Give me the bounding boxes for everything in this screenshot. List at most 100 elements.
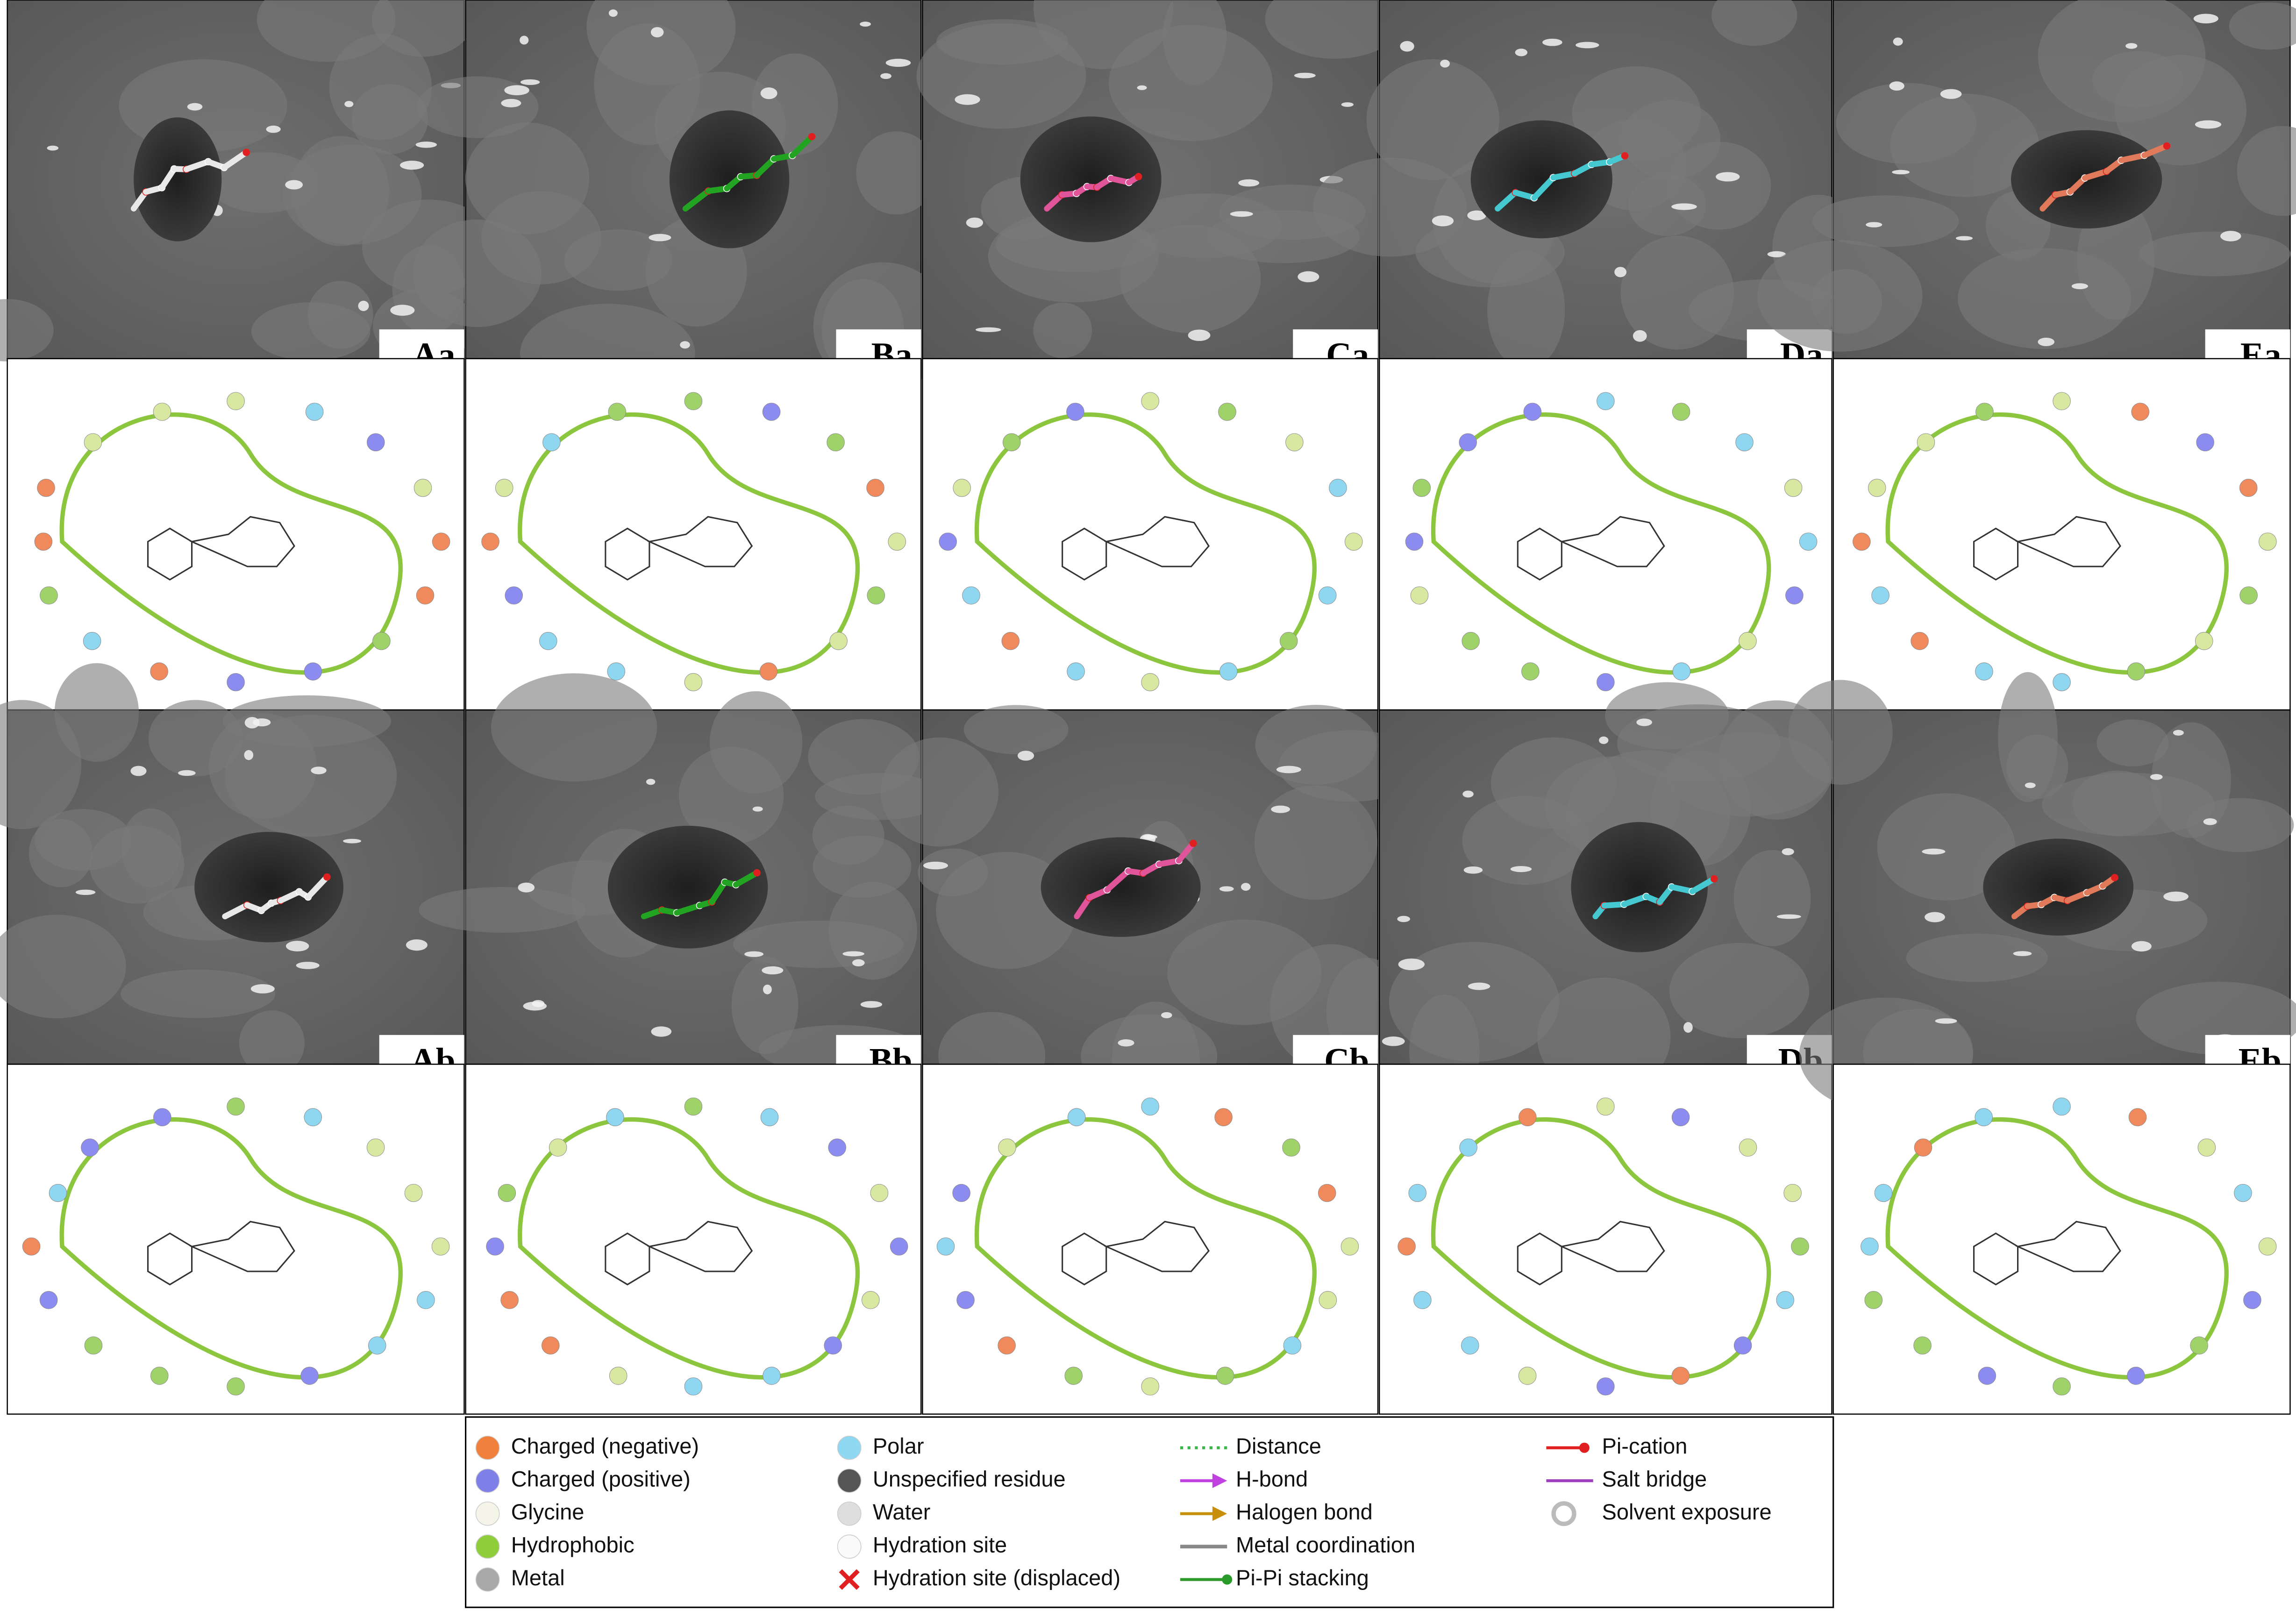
surface-lobe: [2006, 734, 2068, 799]
residue: [2197, 1138, 2216, 1157]
surface-highlight: [178, 770, 196, 776]
surface-highlight: [1515, 49, 1528, 57]
residue: [2053, 392, 2071, 410]
legend-label: Unspecified residue: [873, 1466, 1066, 1491]
pocket-outline: [1885, 1117, 2229, 1380]
surface-lobe: [1162, 0, 1227, 85]
residue: [150, 1367, 169, 1385]
surface-highlight: [1398, 958, 1425, 971]
residue: [1001, 632, 1020, 650]
surface-highlight: [2163, 891, 2189, 901]
residue: [432, 532, 450, 551]
pocket-outline: [59, 412, 403, 675]
residue: [684, 392, 703, 410]
surface-highlight: [1440, 59, 1450, 68]
surface-lobe: [0, 299, 54, 362]
residue: [304, 662, 322, 681]
binding-pocket: [134, 117, 222, 241]
surface-highlight: [1510, 866, 1532, 873]
surface-highlight: [1776, 914, 1801, 919]
residue: [1914, 1138, 1932, 1157]
residue: [824, 1336, 842, 1355]
residue: [1597, 673, 1615, 691]
surface-lobe: [491, 673, 657, 782]
legend-symbol: [1551, 1501, 1576, 1526]
surface-highlight: [187, 103, 203, 111]
surface-highlight: [518, 882, 535, 893]
residue: [867, 586, 885, 605]
surface-highlight: [1400, 41, 1414, 52]
surface-highlight: [1230, 211, 1253, 217]
surface-highlight: [608, 9, 618, 17]
surface-highlight: [1341, 102, 1354, 107]
residue: [150, 662, 168, 681]
residue: [431, 1237, 450, 1256]
residue: [416, 586, 435, 605]
residue: [1785, 586, 1804, 605]
ligand-bond: [2141, 143, 2170, 158]
residue: [2239, 586, 2258, 605]
surface-highlight: [406, 939, 428, 951]
surface-highlight: [860, 1001, 883, 1008]
surface-highlight: [923, 861, 948, 870]
residue: [1864, 1291, 1883, 1309]
surface-highlight: [532, 1000, 545, 1008]
residue: [300, 1367, 319, 1385]
legend-label: Solvent exposure: [1602, 1499, 1772, 1524]
residue: [486, 1237, 504, 1256]
legend-symbol: [475, 1435, 500, 1460]
ligand-atom: [1134, 173, 1142, 180]
residue: [505, 586, 523, 605]
residue: [1672, 662, 1691, 681]
surface-highlight: [1467, 210, 1486, 220]
surface-highlight: [763, 984, 772, 994]
residue: [828, 1138, 847, 1157]
surface-highlight: [343, 838, 362, 844]
surface-highlight: [311, 766, 327, 774]
surface-highlight: [975, 327, 1001, 333]
surface-lobe: [1366, 59, 1499, 180]
residue: [1521, 662, 1540, 681]
pocket-outline: [518, 1117, 860, 1380]
residue: [1408, 1184, 1427, 1202]
ligand-atom: [1189, 839, 1197, 847]
residue: [1791, 1237, 1809, 1256]
residue: [1141, 673, 1159, 691]
surface-highlight: [1767, 251, 1786, 257]
ligand-skeleton: [147, 1221, 295, 1285]
residue: [1141, 1097, 1159, 1116]
surface-lobe: [1313, 157, 1467, 257]
surface-highlight: [1922, 848, 1946, 855]
ligand-bond: [2082, 168, 2110, 181]
residue: [539, 632, 557, 650]
binding-pocket: [1041, 837, 1201, 937]
residue: [1413, 1291, 1432, 1309]
surface-lobe: [351, 84, 428, 155]
surface-highlight: [504, 85, 529, 95]
residue: [37, 479, 55, 497]
residue: [2128, 1108, 2147, 1127]
residue: [1285, 433, 1304, 452]
pocket-outline: [59, 1117, 403, 1380]
surface-highlight: [1940, 89, 1962, 99]
surface-highlight: [1161, 1012, 1172, 1018]
residue: [1410, 586, 1429, 605]
surface-highlight: [1683, 1022, 1693, 1033]
surface-highlight: [1671, 203, 1697, 210]
residue: [2190, 1336, 2208, 1355]
legend: Charged (negative) Charged (positive) Glyc…: [475, 1434, 1772, 1592]
surface-highlight: [2025, 782, 2036, 788]
residue: [763, 1367, 781, 1385]
surface-lobe: [1788, 680, 1893, 785]
surface-highlight: [842, 951, 865, 957]
surface-lobe: [1757, 240, 1923, 352]
surface-lobe: [733, 921, 903, 968]
surface-highlight: [1118, 1039, 1134, 1047]
surface-highlight: [1636, 718, 1652, 726]
residue: [549, 1138, 567, 1157]
residue: [227, 1097, 245, 1116]
surface-highlight: [1599, 736, 1609, 744]
surface-highlight: [501, 99, 521, 107]
surface-highlight: [344, 101, 354, 107]
